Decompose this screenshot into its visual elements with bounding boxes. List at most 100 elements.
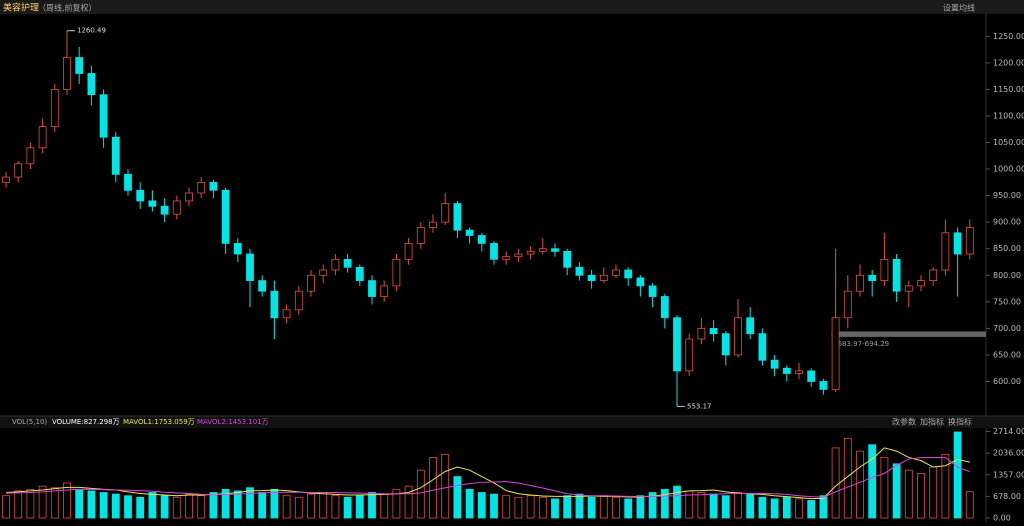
candle-body: [63, 57, 71, 90]
candle-body: [209, 181, 218, 191]
candle-body: [197, 181, 206, 194]
candle-body: [416, 227, 425, 244]
settings[interactable]: 设置均线: [943, 3, 975, 13]
candle-body: [624, 269, 633, 279]
candle-body: [782, 367, 791, 374]
volume-bar: [599, 495, 608, 519]
volume-bar: [575, 493, 584, 519]
extreme-label: 553.17: [687, 402, 712, 410]
volume-bar: [892, 463, 901, 519]
y-tick-label: 850.00: [993, 244, 1021, 253]
volume-bar: [429, 457, 437, 519]
candle-body: [124, 173, 132, 191]
candle-body: [294, 290, 303, 311]
candle-body: [26, 147, 35, 165]
volume-bar: [136, 496, 145, 519]
volume-bar: [453, 476, 462, 519]
candle-body: [685, 338, 694, 372]
volume-bar: [99, 492, 108, 519]
candle-body: [795, 370, 803, 374]
candle-body: [404, 243, 413, 260]
candle-body: [892, 258, 901, 292]
candle-body: [453, 203, 462, 231]
candle-body: [75, 57, 84, 74]
vol-label: VOLUME:827.298万: [52, 418, 120, 426]
volume-bar: [734, 492, 742, 519]
volume-bar: [477, 492, 486, 519]
volume-bar: [197, 495, 206, 519]
candle-body: [880, 258, 889, 281]
candle-body: [172, 200, 181, 215]
volume-bar: [929, 466, 938, 519]
volume-bar: [673, 485, 681, 519]
volume-bar: [490, 493, 498, 519]
volume-bar: [880, 457, 889, 519]
candle-body: [953, 232, 962, 255]
volume-bar: [63, 482, 71, 519]
candle-body: [551, 248, 559, 252]
volume-bar: [965, 491, 974, 519]
volume-bar: [331, 495, 340, 519]
volume-bar: [392, 488, 401, 519]
volume-bar: [233, 490, 242, 519]
candle-body: [526, 250, 535, 255]
vol-indicator: VOL(5,10): [12, 418, 47, 426]
candle-body: [258, 280, 267, 292]
volume-bar: [819, 495, 828, 519]
volume-bar: [856, 450, 864, 519]
candle-body: [612, 269, 620, 276]
y-tick-label: 800.00: [993, 271, 1021, 280]
candle-body: [819, 381, 828, 390]
vol-header: [0, 416, 1024, 428]
candle-body: [270, 290, 279, 319]
y-tick-label: 1357.00: [993, 470, 1024, 479]
volume-bar: [502, 495, 511, 519]
band-label: 683.97-694.29: [838, 340, 890, 348]
y-tick-label: 750.00: [993, 297, 1021, 306]
candle-body: [233, 243, 242, 255]
candle-body: [758, 333, 767, 361]
button[interactable]: 改参数: [892, 417, 916, 427]
volume-bar: [246, 487, 254, 519]
y-tick-label: 1150.00: [993, 85, 1024, 94]
volume-bar: [124, 495, 132, 519]
candle-body: [490, 243, 498, 260]
candle-body: [929, 269, 938, 281]
y-tick-label: 700.00: [993, 324, 1021, 333]
volume-bar: [697, 492, 706, 519]
y-tick-label: 1250.00: [993, 32, 1024, 41]
ma-line: [5, 456, 970, 498]
candle-body: [14, 163, 23, 178]
ma2-label: MAVOL2:1453.101万: [197, 418, 269, 426]
volume-bar: [770, 498, 779, 519]
candle-body: [575, 266, 584, 276]
candle-body: [868, 274, 877, 281]
volume-bar: [514, 496, 523, 519]
candle-body: [380, 285, 389, 297]
volume-bar: [953, 431, 962, 519]
volume-bar: [941, 453, 950, 519]
y-tick-label: 1050.00: [993, 138, 1024, 147]
volume-bar: [660, 488, 669, 519]
y-tick-label: 0.00: [993, 514, 1011, 523]
volume-bar: [795, 498, 803, 519]
volume-bar: [538, 496, 547, 519]
candle-body: [770, 359, 779, 369]
volume-bar: [758, 496, 767, 519]
button[interactable]: 加指标: [920, 417, 944, 427]
candle-body: [831, 317, 840, 390]
candle-body: [514, 253, 523, 258]
button[interactable]: 换指标: [948, 417, 972, 427]
candle-body: [2, 176, 10, 183]
volume-bar: [185, 493, 193, 519]
candle-body: [965, 227, 974, 255]
candle-body: [50, 89, 59, 127]
price-band: [831, 331, 986, 337]
candle-body: [721, 333, 730, 356]
title: 美容护理: [3, 2, 39, 14]
volume-bar: [624, 498, 633, 519]
candle-body: [734, 317, 742, 356]
candle-body: [648, 285, 657, 297]
candle-body: [99, 94, 108, 138]
